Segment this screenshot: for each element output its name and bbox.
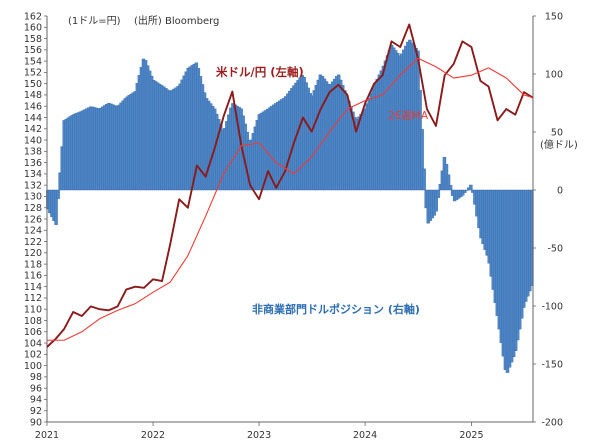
left-tick-label: 90 (30, 417, 42, 428)
left-tick-label: 146 (24, 102, 42, 113)
left-tick-label: 134 (24, 169, 42, 180)
position-bar (54, 189, 58, 225)
usdjpy-line (46, 23, 534, 348)
right-tick-label: -200 (541, 417, 563, 428)
left-tick-label: 136 (24, 158, 42, 169)
right-tick-label: -150 (541, 359, 563, 370)
left-tick-label: 148 (24, 90, 42, 101)
x-tick-label: 2023 (247, 430, 271, 441)
left-tick-label: 122 (24, 237, 42, 248)
left-tick-label: 138 (24, 147, 42, 158)
right-unit-note: (億ドル) (540, 138, 578, 151)
left-tick-label: 160 (24, 23, 42, 34)
left-tick-label: 150 (24, 79, 42, 90)
axes (44, 15, 536, 426)
left-tick-label: 154 (24, 56, 42, 67)
source-note: (出所) Bloomberg (134, 14, 219, 27)
left-tick-label: 152 (24, 68, 42, 79)
x-tick-label: 2021 (35, 430, 59, 441)
position-bars (46, 39, 534, 373)
left-tick-label: 96 (30, 383, 42, 394)
position-bar (446, 174, 451, 191)
lines (46, 23, 534, 348)
left-tick-label: 92 (30, 406, 42, 417)
right-tick-label: 0 (557, 185, 563, 196)
position-bar (420, 129, 424, 191)
right-tick-label: 150 (545, 11, 563, 22)
left-tick-label: 104 (24, 338, 42, 349)
position-bar (436, 189, 441, 198)
left-tick-label: 108 (24, 316, 42, 327)
left-tick-label: 102 (24, 350, 42, 361)
left-unit-note: (1ドル=円) (68, 16, 121, 27)
left-tick-label: 128 (24, 203, 42, 214)
right-tick-label: -100 (541, 301, 563, 312)
positions-label: 非商業部門ドルポジション (右軸) (252, 302, 420, 316)
left-tick-label: 110 (24, 305, 42, 316)
left-tick-label: 114 (24, 282, 42, 293)
x-tick-label: 2025 (459, 430, 483, 441)
left-tick-label: 112 (24, 293, 42, 304)
left-tick-label: 132 (24, 180, 42, 191)
tick-labels: 9092949698100102104106108110112114116118… (24, 11, 563, 441)
ma-line (47, 57, 534, 341)
x-tick-label: 2024 (353, 430, 377, 441)
usdjpy-label: 米ドル/円 (左軸) (215, 65, 304, 79)
left-tick-label: 116 (24, 271, 42, 282)
right-tick-label: -50 (547, 243, 563, 254)
left-tick-label: 142 (24, 124, 42, 135)
position-bar (469, 184, 473, 191)
x-tick-label: 2022 (141, 430, 165, 441)
left-tick-label: 120 (24, 248, 42, 259)
left-tick-label: 124 (24, 226, 42, 237)
left-tick-label: 106 (24, 327, 42, 338)
left-tick-label: 162 (24, 11, 42, 22)
position-bar (465, 189, 469, 191)
left-tick-label: 118 (24, 259, 42, 270)
position-bar (56, 189, 60, 199)
position-bar (434, 189, 439, 212)
position-bar (463, 189, 467, 193)
left-tick-label: 94 (30, 395, 42, 406)
left-tick-label: 126 (24, 214, 42, 225)
ma-label: 26週MA (388, 110, 429, 122)
left-tick-label: 156 (24, 45, 42, 56)
left-tick-label: 100 (24, 361, 42, 372)
position-bar (422, 168, 426, 191)
right-tick-label: 100 (545, 69, 563, 80)
left-tick-label: 144 (24, 113, 42, 124)
left-tick-label: 98 (30, 372, 42, 383)
position-bar (448, 184, 453, 191)
right-tick-label: 50 (551, 127, 563, 138)
left-tick-label: 140 (24, 135, 42, 146)
left-tick-label: 158 (24, 34, 42, 45)
left-tick-label: 130 (24, 192, 42, 203)
